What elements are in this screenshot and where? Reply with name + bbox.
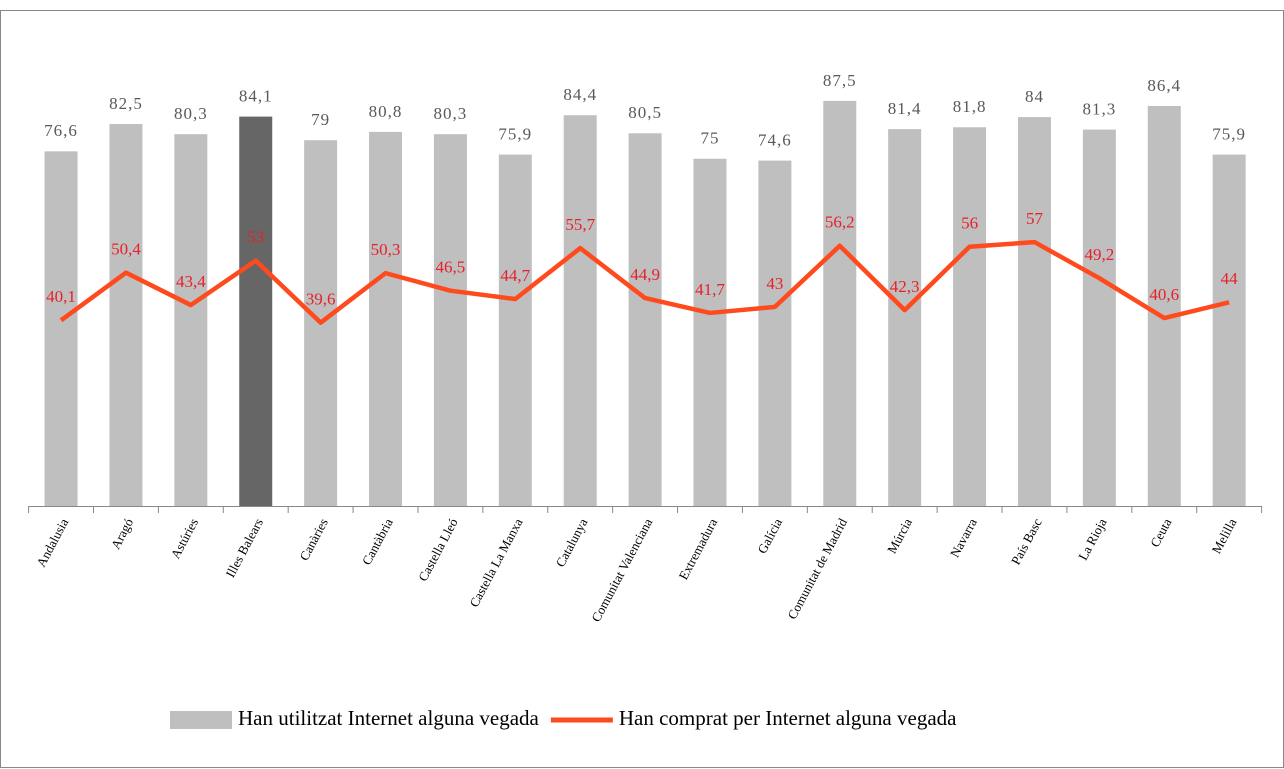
line-value-label: 42,3 bbox=[890, 277, 920, 296]
bar-value-label: 80,8 bbox=[369, 102, 403, 121]
line-value-label: 44,9 bbox=[630, 265, 660, 284]
x-tick-label: Cantàbria bbox=[359, 516, 396, 568]
bar-value-label: 80,3 bbox=[174, 104, 208, 123]
x-tick-label: Navarra bbox=[947, 516, 980, 560]
bar bbox=[1212, 154, 1246, 506]
x-tick-label: País Basc bbox=[1008, 516, 1045, 568]
legend-swatch bbox=[170, 711, 232, 729]
bar-value-label: 75,9 bbox=[498, 124, 532, 143]
bar-value-label: 80,5 bbox=[628, 103, 662, 122]
line-value-label: 44 bbox=[1221, 269, 1239, 288]
bar-value-label: 87,5 bbox=[823, 71, 857, 90]
x-tick-label: La Rioja bbox=[1075, 516, 1110, 563]
bar bbox=[44, 151, 78, 507]
x-tick-label: Andalusia bbox=[33, 516, 71, 570]
bar-value-label: 74,6 bbox=[758, 131, 792, 150]
bar bbox=[1082, 129, 1116, 506]
legend-label: Han comprat per Internet alguna vegada bbox=[619, 706, 957, 730]
x-tick-label: Melilla bbox=[1209, 516, 1240, 556]
bar-value-label: 80,3 bbox=[434, 104, 468, 123]
x-tick-label: Castella Lleó bbox=[415, 516, 461, 584]
line-value-label: 43,4 bbox=[176, 272, 206, 291]
bar bbox=[628, 133, 662, 506]
bar-value-label: 76,6 bbox=[44, 121, 78, 140]
bar bbox=[433, 134, 467, 506]
bar-value-label: 84,1 bbox=[239, 87, 273, 106]
line-value-label: 56 bbox=[961, 214, 978, 233]
bar-value-label: 82,5 bbox=[109, 94, 143, 113]
line-value-label: 49,2 bbox=[1084, 245, 1114, 264]
bar bbox=[109, 124, 143, 507]
bar bbox=[823, 100, 857, 506]
line-value-label: 57 bbox=[1026, 209, 1044, 228]
line-value-label: 41,7 bbox=[695, 280, 725, 299]
x-tick-label: Astúries bbox=[168, 516, 202, 561]
bar-value-label: 81,4 bbox=[888, 99, 922, 118]
line-value-label: 56,2 bbox=[825, 213, 855, 232]
bar-value-label: 81,3 bbox=[1082, 99, 1116, 118]
bar bbox=[693, 158, 727, 506]
x-tick-label: Comunitat de Madrid bbox=[784, 515, 850, 621]
line-value-label: 50,3 bbox=[371, 240, 401, 259]
bar-value-label: 86,4 bbox=[1147, 76, 1181, 95]
bar-value-label: 81,8 bbox=[953, 97, 987, 116]
bar-value-label: 84,4 bbox=[563, 85, 597, 104]
line-value-label: 53 bbox=[247, 228, 264, 247]
x-tick-label: Canàries bbox=[296, 516, 331, 563]
bar bbox=[758, 160, 792, 507]
bar bbox=[498, 154, 532, 506]
bar bbox=[953, 127, 987, 507]
line-value-label: 40,6 bbox=[1149, 285, 1179, 304]
line-value-label: 43 bbox=[766, 274, 783, 293]
x-tick-label: Illes Balears bbox=[222, 516, 266, 580]
x-tick-label: Múrcia bbox=[884, 516, 915, 556]
x-tick-label: Ceuta bbox=[1147, 516, 1175, 550]
bar bbox=[563, 115, 597, 506]
x-tick-label: Castella La Manxa bbox=[466, 516, 525, 610]
line-value-label: 40,1 bbox=[46, 287, 76, 306]
legend-label: Han utilitzat Internet alguna vegada bbox=[238, 706, 540, 730]
x-tick-label: Comunitat Valenciana bbox=[588, 516, 655, 625]
bar bbox=[1017, 117, 1051, 506]
line bbox=[59, 239, 1230, 325]
line-value-label: 39,6 bbox=[306, 290, 336, 309]
x-tick-label: Catalunya bbox=[552, 516, 590, 570]
x-tick-label: Galícia bbox=[754, 516, 785, 556]
line-value-label: 55,7 bbox=[565, 215, 595, 234]
bar bbox=[174, 134, 208, 506]
x-tick-label: Extremadura bbox=[676, 516, 721, 583]
bar bbox=[1147, 105, 1181, 506]
bar-value-label: 84 bbox=[1025, 87, 1044, 106]
bar bbox=[369, 131, 403, 506]
bar bbox=[239, 116, 273, 506]
x-tick-label: Aragó bbox=[108, 516, 137, 552]
bar bbox=[888, 129, 922, 507]
bar-value-label: 75,9 bbox=[1212, 124, 1246, 143]
line-value-label: 46,5 bbox=[436, 258, 466, 277]
bar-value-label: 75 bbox=[700, 129, 719, 148]
line-value-label: 44,7 bbox=[500, 266, 530, 285]
bar-value-label: 79 bbox=[311, 110, 330, 129]
line-value-label: 50,4 bbox=[111, 240, 141, 259]
